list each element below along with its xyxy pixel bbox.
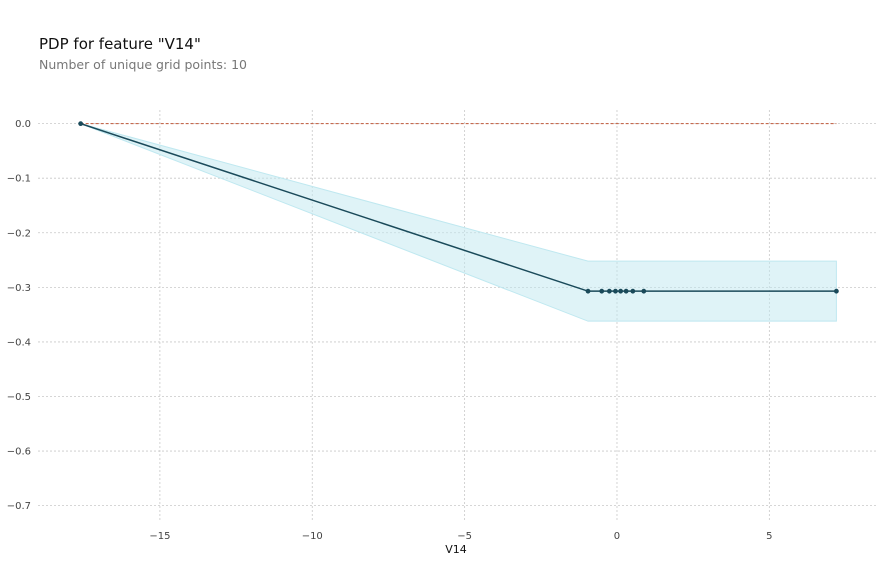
series-line bbox=[80, 122, 837, 292]
data-point bbox=[599, 288, 605, 294]
x-axis-label: V14 bbox=[445, 543, 467, 556]
data-point bbox=[623, 288, 629, 294]
y-tick-label: −0.6 bbox=[7, 447, 31, 458]
y-tick-label: −0.5 bbox=[7, 392, 31, 403]
x-tick-label: 5 bbox=[766, 531, 772, 542]
data-point bbox=[606, 288, 612, 294]
series-points-layer bbox=[78, 121, 839, 294]
series-line-layer bbox=[80, 122, 837, 292]
data-point bbox=[641, 288, 647, 294]
x-tick-label: −5 bbox=[457, 531, 472, 542]
x-tick-labels: −15 −10 −5 0 5 bbox=[149, 531, 772, 542]
y-tick-label: 0.0 bbox=[15, 119, 31, 130]
y-tick-labels: 0.0 −0.1 −0.2 −0.3 −0.4 −0.5 −0.6 −0.7 bbox=[7, 119, 31, 512]
x-tick-label: −15 bbox=[149, 531, 170, 542]
x-tick-label: 0 bbox=[614, 531, 620, 542]
data-point bbox=[78, 121, 84, 127]
data-point bbox=[585, 288, 591, 294]
data-point bbox=[833, 288, 839, 294]
y-tick-label: −0.7 bbox=[7, 501, 31, 512]
data-point bbox=[618, 288, 624, 294]
data-point bbox=[630, 288, 636, 294]
data-point bbox=[613, 288, 618, 294]
chart-title: PDP for feature "V14" bbox=[39, 35, 201, 53]
y-tick-label: −0.2 bbox=[7, 228, 31, 239]
y-tick-label: −0.3 bbox=[7, 283, 31, 294]
y-tick-label: −0.1 bbox=[7, 174, 31, 185]
x-tick-label: −10 bbox=[302, 531, 323, 542]
chart-subtitle: Number of unique grid points: 10 bbox=[39, 57, 247, 72]
y-tick-label: −0.4 bbox=[7, 337, 31, 348]
